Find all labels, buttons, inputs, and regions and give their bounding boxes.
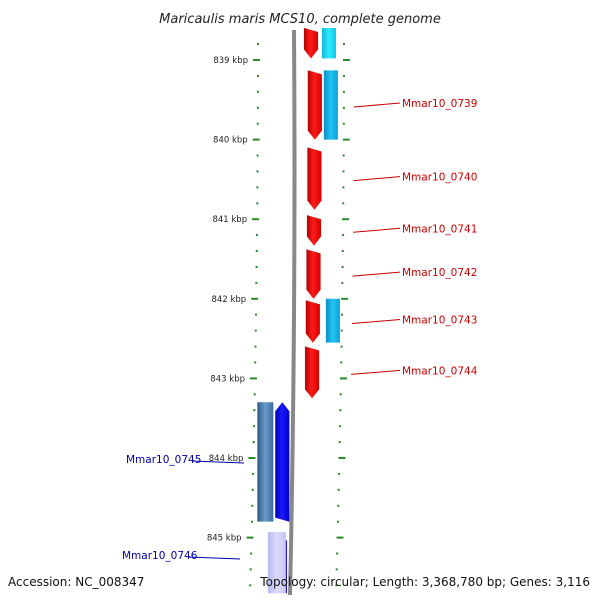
inner-tick-track [246,43,260,587]
gene-label-mmar10-0745[interactable]: Mmar10_0745 [126,454,201,466]
gene-arrow-mmar10-0738[interactable] [303,27,319,59]
leader-line-mmar10-0741 [352,227,401,233]
feature-block-forward-3[interactable] [325,298,340,343]
leader-line-mmar10-0740 [353,176,401,182]
gene-arrow-mmar10-0745[interactable] [275,401,290,523]
gene-track [272,27,323,594]
gene-arrow-mmar10-0739[interactable] [307,70,323,141]
map-title: Maricaulis maris MCS10, complete genome [159,12,441,27]
leader-line-mmar10-0739 [353,102,401,108]
gene-arrow-mmar10-0743[interactable] [305,300,321,343]
tick-label-845-kbp: 845 kbp [207,534,242,544]
tick-label-844-kbp: 844 kbp [209,454,244,464]
gene-label-mmar10-0743[interactable]: Mmar10_0743 [402,315,477,327]
genome-summary-text: Topology: circular; Length: 3,368,780 bp… [259,575,590,589]
feature-block-forward-1[interactable] [321,28,336,59]
gene-label-mmar10-0746[interactable]: Mmar10_0746 [122,550,198,562]
tick-label-843-kbp: 843 kbp [210,374,245,384]
label-leader-lines [187,102,401,560]
gene-labels: Mmar10_0739 Mmar10_0740 Mmar10_0741 Mmar10_… [122,98,478,562]
position-labels: 839 kbp 840 kbp 841 kbp 842 kbp 843 kbp 844 k… [207,56,248,544]
accession-text: Accession: NC_008347 [8,575,144,589]
leader-line-mmar10-0744 [351,369,401,375]
tick-label-839-kbp: 839 kbp [213,56,248,66]
genome-backbone [288,29,297,596]
gene-label-mmar10-0741[interactable]: Mmar10_0741 [402,223,477,235]
feature-track [257,28,340,594]
gene-label-mmar10-0744[interactable]: Mmar10_0744 [402,365,478,377]
leader-line-mmar10-0742 [352,271,401,277]
tick-label-840-kbp: 840 kbp [213,136,248,146]
gene-label-mmar10-0740[interactable]: Mmar10_0740 [402,172,477,184]
gene-arrow-mmar10-0741[interactable] [306,214,322,246]
gene-arrow-mmar10-0744[interactable] [304,346,320,399]
leader-line-mmar10-0743 [351,319,401,324]
tick-label-842-kbp: 842 kbp [212,295,247,305]
gene-arrow-mmar10-0740[interactable] [307,147,322,211]
feature-block-reverse-5[interactable] [267,532,286,594]
leader-line-mmar10-0745 [191,460,245,464]
gene-label-mmar10-0742[interactable]: Mmar10_0742 [402,267,477,279]
outer-tick-track [335,43,350,587]
gene-label-mmar10-0739[interactable]: Mmar10_0739 [402,98,477,110]
leader-line-mmar10-0746 [187,556,241,560]
tick-label-841-kbp: 841 kbp [212,215,247,225]
gene-arrow-mmar10-0742[interactable] [306,249,321,300]
feature-block-reverse-4[interactable] [257,402,274,522]
feature-block-forward-2[interactable] [323,70,338,140]
